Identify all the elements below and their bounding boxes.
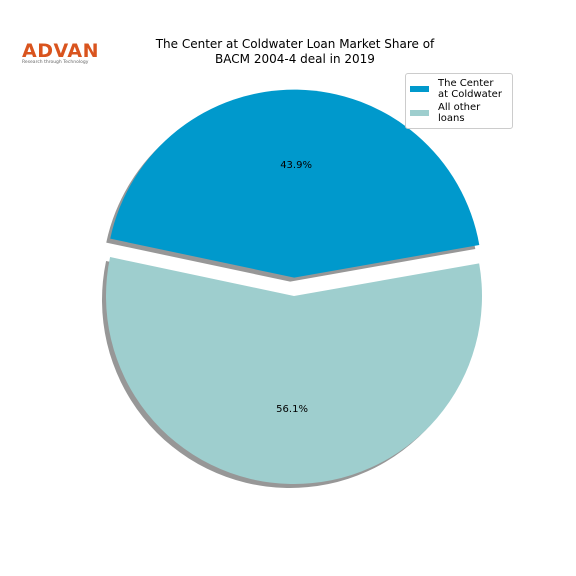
legend-swatch [410,86,429,92]
pie-slice [105,257,483,484]
value-label: 56.1% [276,404,308,415]
logo-name: ADVAN [22,40,99,62]
legend-label: All other loans [438,102,481,124]
chart-title: The Center at Coldwater Loan Market Shar… [155,37,435,66]
value-label: 43.9% [280,160,312,171]
legend-swatch [410,110,429,116]
legend-entry: The Center at Coldwater [406,77,512,101]
legend-entry: All other loans [406,101,512,125]
pie-slice [110,89,480,278]
legend-label: The Center at Coldwater [438,78,502,100]
legend: The Center at Coldwater All other loans [405,73,513,129]
logo-tagline: Research through Technology [22,60,89,65]
logo: ADVAN Research through Technology [22,40,99,66]
